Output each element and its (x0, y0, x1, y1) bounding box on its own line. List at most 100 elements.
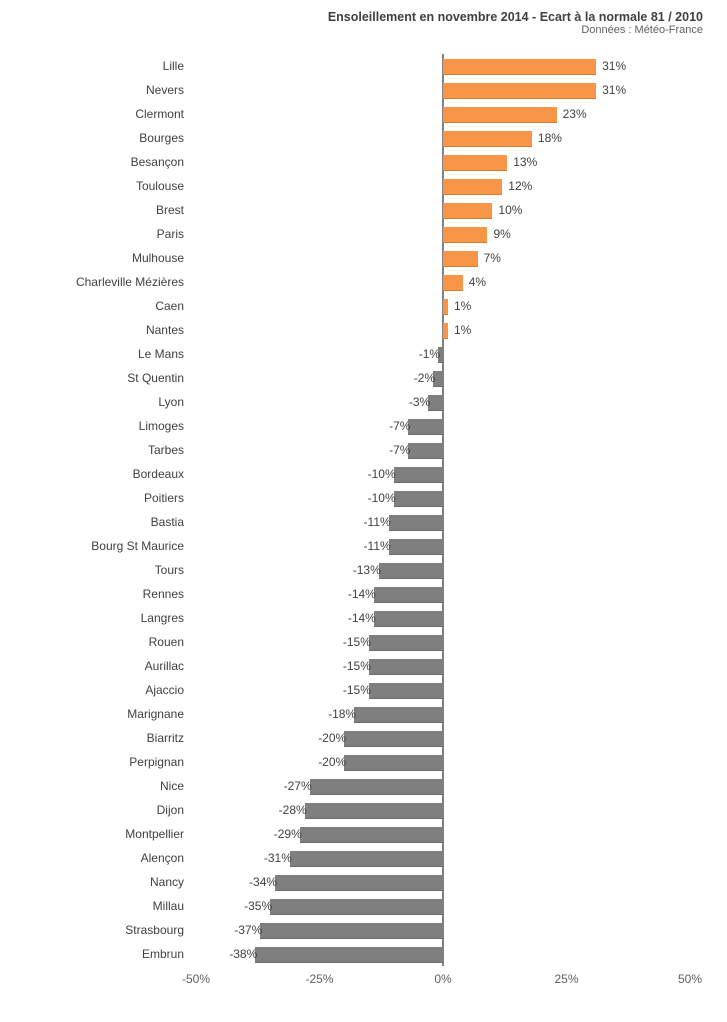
bar-positive (443, 83, 596, 99)
bar-row: Bourges18% (18, 126, 698, 150)
x-tick-label: 25% (554, 972, 578, 986)
value-label: 31% (602, 54, 626, 78)
bar-row: Tours-13% (18, 558, 698, 582)
x-tick-label: -25% (305, 972, 333, 986)
x-tick-label: -50% (182, 972, 210, 986)
bar-positive (443, 107, 557, 123)
bar-negative (394, 491, 443, 507)
category-label: St Quentin (18, 366, 190, 390)
bar-row: Charleville Mézières4% (18, 270, 698, 294)
value-label: 10% (498, 198, 522, 222)
value-label: 13% (513, 150, 537, 174)
value-label: 9% (493, 222, 510, 246)
value-label: -20% (318, 750, 346, 774)
bar-row: Dijon -28% (18, 798, 698, 822)
category-label: Clermont (18, 102, 190, 126)
category-label: Paris (18, 222, 190, 246)
bar-row: Besançon 13% (18, 150, 698, 174)
value-label: 1% (454, 294, 471, 318)
value-label: -7% (389, 438, 410, 462)
bar-row: Montpellier-29% (18, 822, 698, 846)
bar-row: Nancy-34% (18, 870, 698, 894)
bar-row: Bordeaux-10% (18, 462, 698, 486)
category-label: Rennes (18, 582, 190, 606)
bar-negative (354, 707, 443, 723)
bar-negative (374, 611, 443, 627)
value-label: 1% (454, 318, 471, 342)
x-axis: -50%-25%0%25%50% (18, 968, 690, 992)
category-label: Le Mans (18, 342, 190, 366)
bar-negative (290, 851, 443, 867)
bar-negative (374, 587, 443, 603)
bar-row: Langres -14% (18, 606, 698, 630)
bar-positive (443, 59, 596, 75)
bar-negative (310, 779, 443, 795)
value-label: -34% (249, 870, 277, 894)
value-label: -27% (284, 774, 312, 798)
bar-row: Alençon-31% (18, 846, 698, 870)
value-label: -11% (364, 510, 391, 534)
category-label: Perpignan (18, 750, 190, 774)
bar-row: Tarbes-7% (18, 438, 698, 462)
bar-negative (275, 875, 443, 891)
category-label: Millau (18, 894, 190, 918)
value-label: -11% (364, 534, 391, 558)
category-label: Langres (18, 606, 190, 630)
value-label: -35% (244, 894, 272, 918)
category-label: Dijon (18, 798, 190, 822)
bar-positive (443, 155, 507, 171)
bar-row: Aurillac-15% (18, 654, 698, 678)
category-label: Bastia (18, 510, 190, 534)
bar-row: Clermont23% (18, 102, 698, 126)
bar-row: Nantes1% (18, 318, 698, 342)
value-label: -38% (229, 942, 257, 966)
bar-row: Poitiers-10% (18, 486, 698, 510)
category-label: Lille (18, 54, 190, 78)
bar-negative (369, 659, 443, 675)
value-label: 7% (484, 246, 501, 270)
bar-positive (443, 227, 487, 243)
bar-row: Perpignan -20% (18, 750, 698, 774)
value-label: -14% (348, 606, 376, 630)
value-label: -15% (343, 678, 371, 702)
bar-negative (394, 467, 443, 483)
value-label: 31% (602, 78, 626, 102)
value-label: -10% (368, 486, 396, 510)
bar-negative (344, 731, 443, 747)
x-tick-label: 50% (678, 972, 702, 986)
category-label: Alençon (18, 846, 190, 870)
bar-positive (443, 251, 478, 267)
bar-negative (369, 683, 443, 699)
value-label: -14% (348, 582, 376, 606)
chart-container: Ensoleillement en novembre 2014 - Ecart … (0, 0, 727, 1022)
category-label: Biarritz (18, 726, 190, 750)
bar-negative (408, 443, 443, 459)
chart-subtitle: Données : Météo-France (10, 24, 703, 36)
bar-row: Rennes -14% (18, 582, 698, 606)
bar-negative (428, 395, 443, 411)
value-label: 12% (508, 174, 532, 198)
category-label: Mulhouse (18, 246, 190, 270)
bar-row: Ajaccio-15% (18, 678, 698, 702)
bar-row: Paris 9% (18, 222, 698, 246)
category-label: Besançon (18, 150, 190, 174)
bar-row: Le Mans -1% (18, 342, 698, 366)
bar-row: Rouen-15% (18, 630, 698, 654)
bar-negative (260, 923, 443, 939)
bar-negative (369, 635, 443, 651)
bar-row: Marignane-18% (18, 702, 698, 726)
bar-negative (305, 803, 443, 819)
value-label: -15% (343, 654, 371, 678)
category-label: Bordeaux (18, 462, 190, 486)
value-label: -3% (409, 390, 430, 414)
x-tick-label: 0% (434, 972, 451, 986)
bar-negative (255, 947, 443, 963)
bar-row: Bastia -11% (18, 510, 698, 534)
bar-negative (379, 563, 443, 579)
category-label: Nice (18, 774, 190, 798)
value-label: -1% (419, 342, 440, 366)
category-label: Bourges (18, 126, 190, 150)
value-label: -28% (279, 798, 307, 822)
category-label: Tours (18, 558, 190, 582)
value-label: -37% (234, 918, 262, 942)
